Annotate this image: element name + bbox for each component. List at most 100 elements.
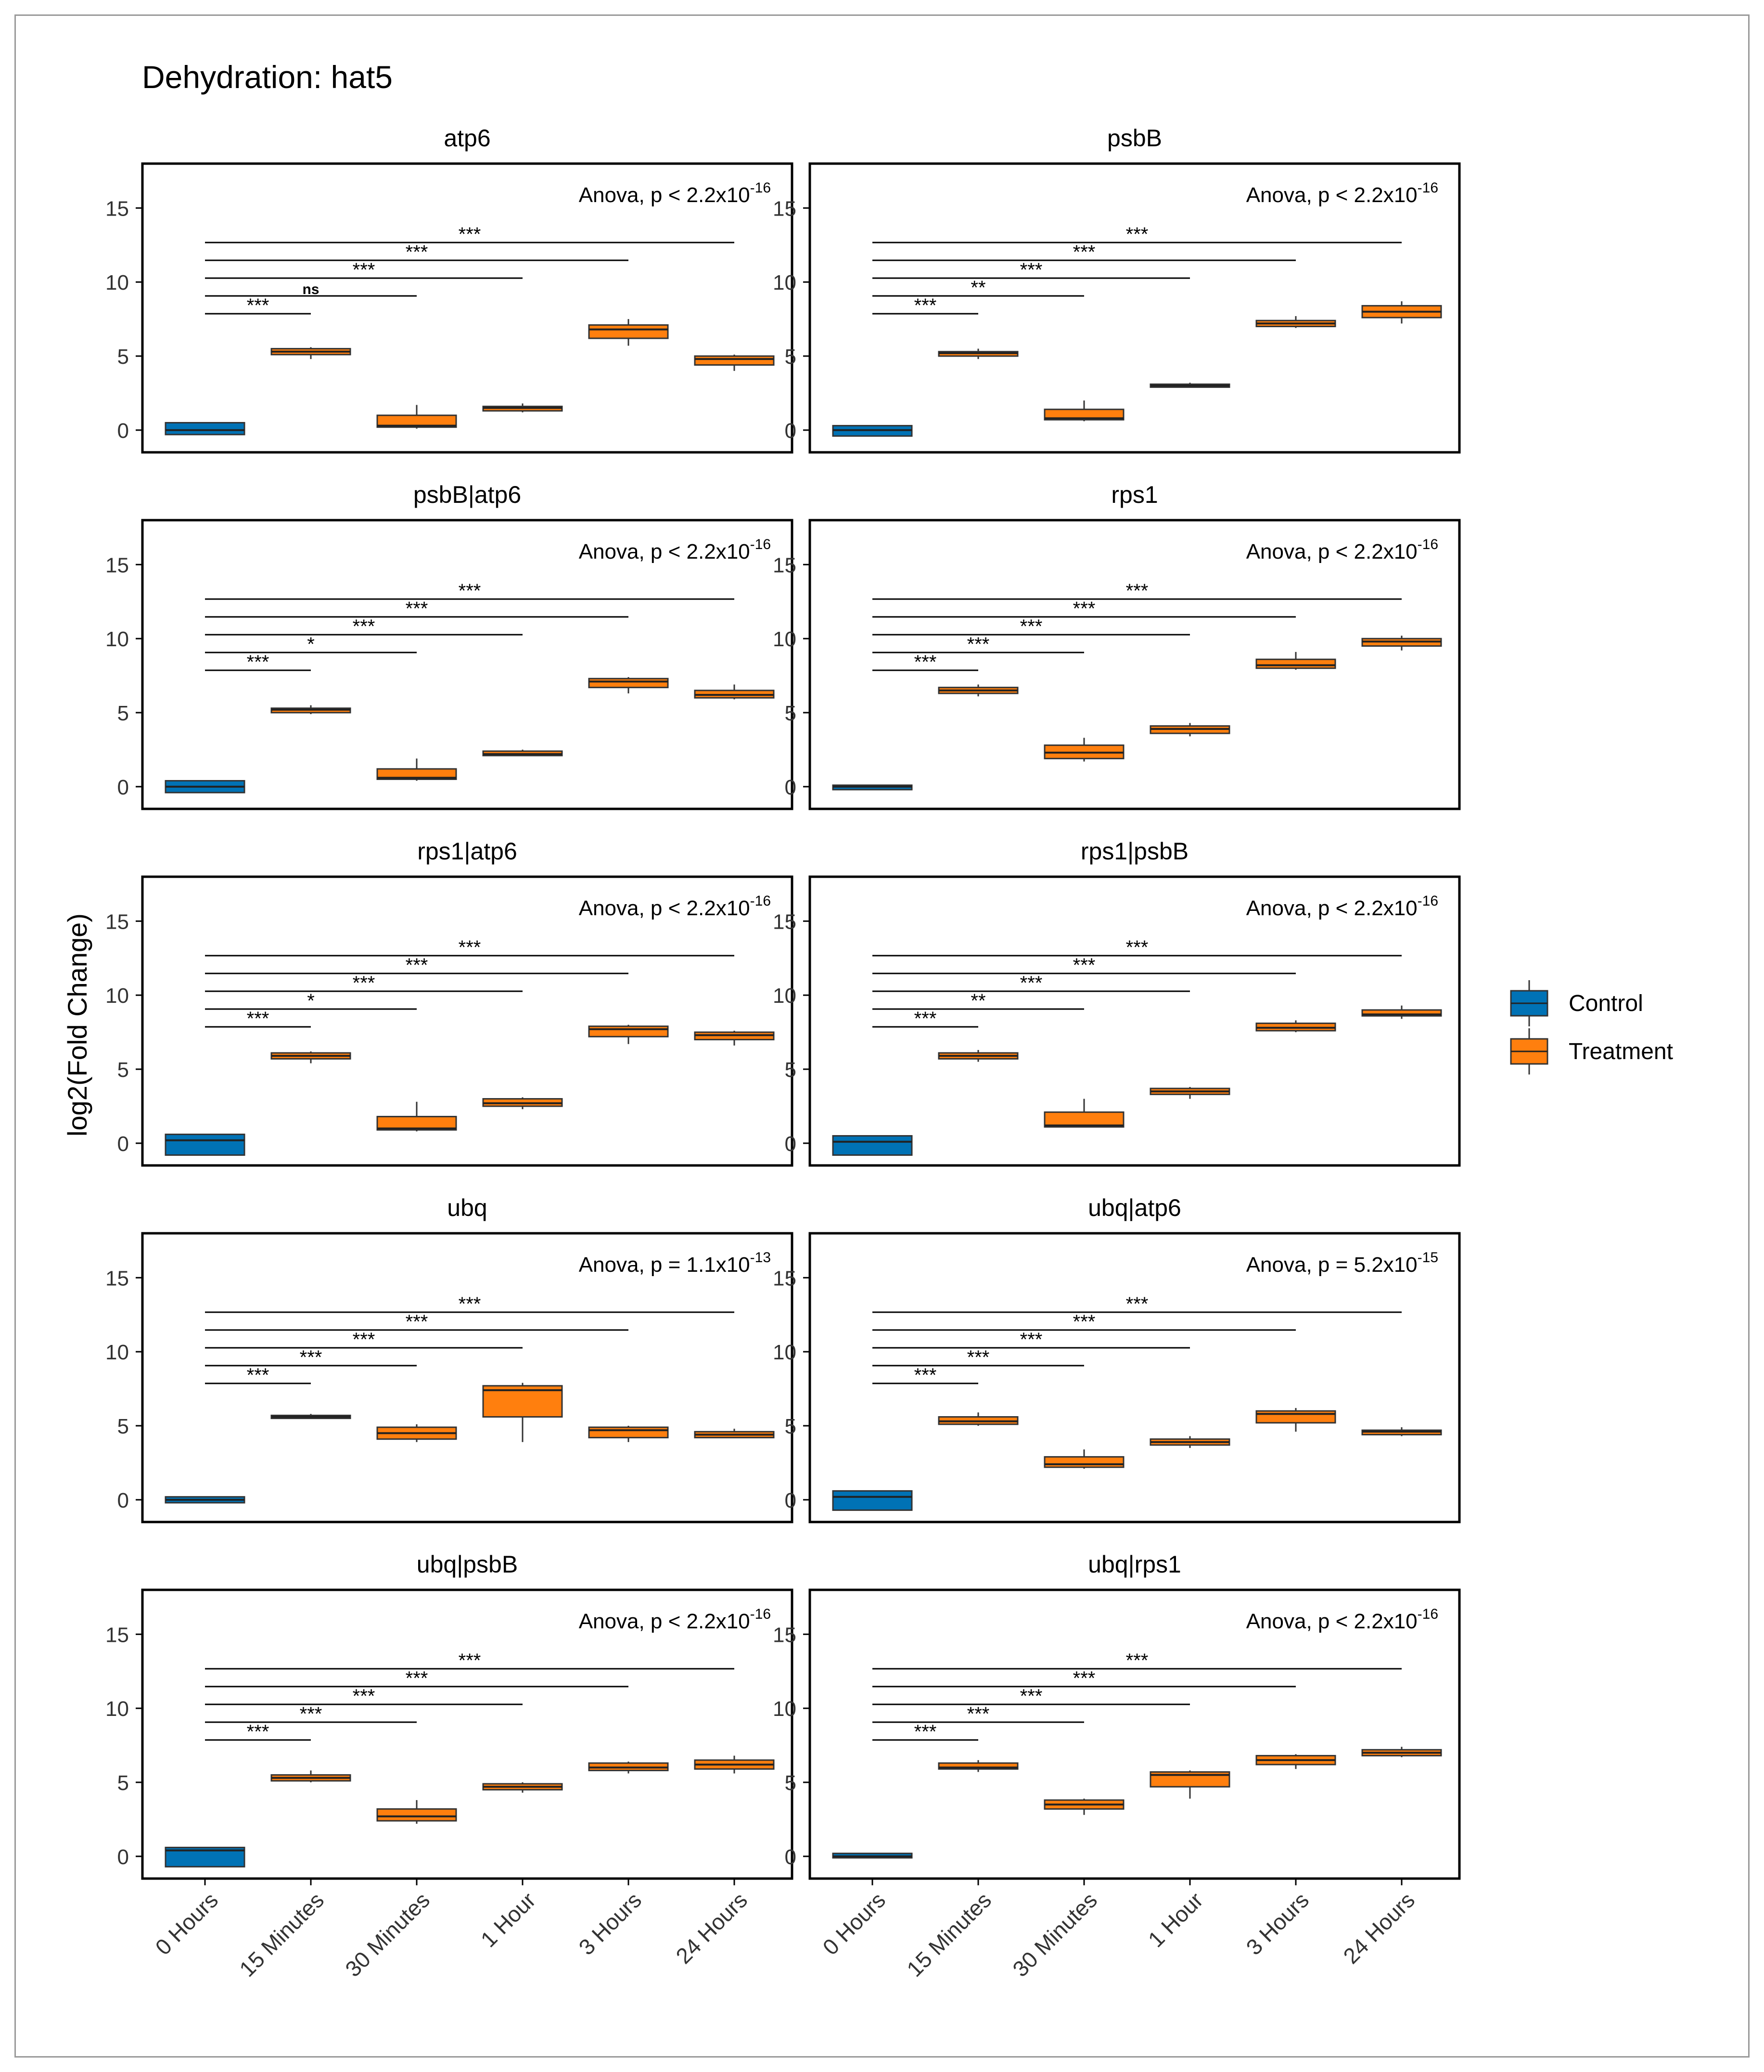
significance-label: ***	[406, 955, 428, 976]
box-30-minutes	[376, 405, 457, 429]
panel-title: rps1|atp6	[417, 838, 517, 865]
box-0-hours	[165, 422, 245, 435]
box-30-minutes	[376, 758, 457, 781]
anova-label: Anova, p < 2.2x10-16	[1246, 893, 1438, 920]
panel-border	[808, 519, 1461, 810]
significance-label: ***	[1126, 580, 1149, 601]
y-tick-label: 5	[117, 345, 129, 369]
significance-label: ***	[353, 616, 375, 637]
anova-label: Anova, p < 2.2x10-16	[579, 180, 771, 207]
y-tick-label: 10	[105, 627, 129, 651]
box-24-hours	[694, 684, 775, 700]
significance-label: ***	[1073, 1311, 1096, 1332]
y-tick-label: 5	[785, 1058, 796, 1082]
box-1-hour	[482, 1382, 563, 1442]
y-tick-label: 15	[105, 553, 129, 577]
significance-label: *	[307, 990, 315, 1011]
box-body	[832, 1490, 913, 1511]
anova-prefix: Anova, p < 2.2x10	[579, 183, 750, 207]
anova-prefix: Anova, p < 2.2x10	[579, 1610, 750, 1633]
significance-label: ***	[353, 1686, 375, 1707]
x-tick-label: 1 Hour	[1143, 1887, 1208, 1952]
box-30-minutes	[1044, 400, 1125, 422]
significance-label: ***	[406, 1668, 428, 1689]
anova-exponent: -16	[750, 180, 771, 196]
y-tick-label: 0	[785, 419, 796, 443]
y-tick-label: 0	[785, 1489, 796, 1512]
significance-label: ***	[914, 1365, 937, 1386]
panel-title: psbB	[1107, 125, 1162, 152]
y-tick-label: 15	[105, 1266, 129, 1290]
y-tick-label: 10	[105, 271, 129, 294]
box-30-minutes	[376, 1424, 457, 1442]
box-3-hours	[1255, 652, 1336, 670]
anova-exponent: -16	[1418, 537, 1438, 552]
anova-label: Anova, p < 2.2x10-16	[579, 1606, 771, 1633]
anova-label: Anova, p < 2.2x10-16	[579, 537, 771, 563]
anova-label: Anova, p < 2.2x10-16	[1246, 180, 1438, 207]
anova-prefix: Anova, p < 2.2x10	[579, 896, 750, 920]
y-tick-label: 5	[117, 702, 129, 725]
panel-border	[808, 162, 1461, 454]
y-tick-label: 10	[773, 271, 796, 294]
panel-border	[808, 1588, 1461, 1880]
panel-border	[141, 1232, 793, 1523]
x-tick-label: 3 Hours	[574, 1887, 646, 1960]
y-tick-label: 0	[117, 419, 129, 443]
box-15-minutes	[938, 1050, 1019, 1062]
box-15-minutes	[270, 705, 351, 715]
box-15-minutes	[270, 347, 351, 359]
x-tick-label: 30 Minutes	[1008, 1887, 1102, 1982]
significance-label: ***	[247, 1008, 269, 1029]
x-tick-label: 24 Hours	[671, 1887, 752, 1969]
significance-label: ***	[353, 259, 375, 281]
y-tick-label: 5	[785, 702, 796, 725]
box-body	[1255, 1410, 1336, 1424]
significance-label: ***	[406, 242, 428, 263]
box-30-minutes	[1044, 1099, 1125, 1128]
y-axis-label: log2(Fold Change)	[62, 913, 92, 1137]
y-tick-label: 5	[785, 1415, 796, 1438]
box-1-hour	[482, 1782, 563, 1793]
anova-prefix: Anova, p < 2.2x10	[1246, 1610, 1418, 1633]
y-tick-label: 15	[773, 1623, 796, 1647]
panel-border	[141, 875, 793, 1167]
significance-label: ***	[1073, 1668, 1096, 1689]
box-15-minutes	[270, 1770, 351, 1782]
significance-label: ***	[1020, 972, 1043, 994]
chart-title: Dehydration: hat5	[142, 59, 393, 95]
box-15-minutes	[938, 1412, 1019, 1426]
figure-frame	[14, 14, 1750, 2058]
box-30-minutes	[1044, 1798, 1125, 1815]
box-30-minutes	[1044, 738, 1125, 762]
significance-label: **	[971, 990, 985, 1011]
anova-exponent: -16	[1418, 1606, 1438, 1622]
y-tick-label: 15	[105, 910, 129, 934]
box-3-hours	[1255, 1020, 1336, 1033]
y-tick-label: 5	[117, 1058, 129, 1082]
box-24-hours	[1361, 301, 1442, 324]
panel-border	[141, 162, 793, 454]
significance-label: **	[971, 277, 985, 298]
box-1-hour	[1150, 1436, 1230, 1448]
panel-title: rps1	[1111, 481, 1158, 508]
box-15-minutes	[270, 1051, 351, 1063]
significance-label: ***	[406, 598, 428, 619]
significance-label: ***	[459, 224, 481, 245]
legend-label: Treatment	[1569, 1039, 1673, 1064]
box-3-hours	[588, 319, 669, 346]
anova-exponent: -16	[750, 893, 771, 909]
box-body	[165, 1133, 245, 1156]
box-30-minutes	[376, 1800, 457, 1824]
legend: Control Treatment	[1510, 980, 1673, 1074]
panel-border	[141, 1588, 793, 1880]
significance-label: ***	[914, 295, 937, 316]
anova-label: Anova, p = 1.1x10-13	[579, 1250, 771, 1277]
significance-label: ns	[302, 281, 319, 297]
significance-label: ***	[459, 1650, 481, 1671]
significance-label: ***	[1020, 1329, 1043, 1350]
